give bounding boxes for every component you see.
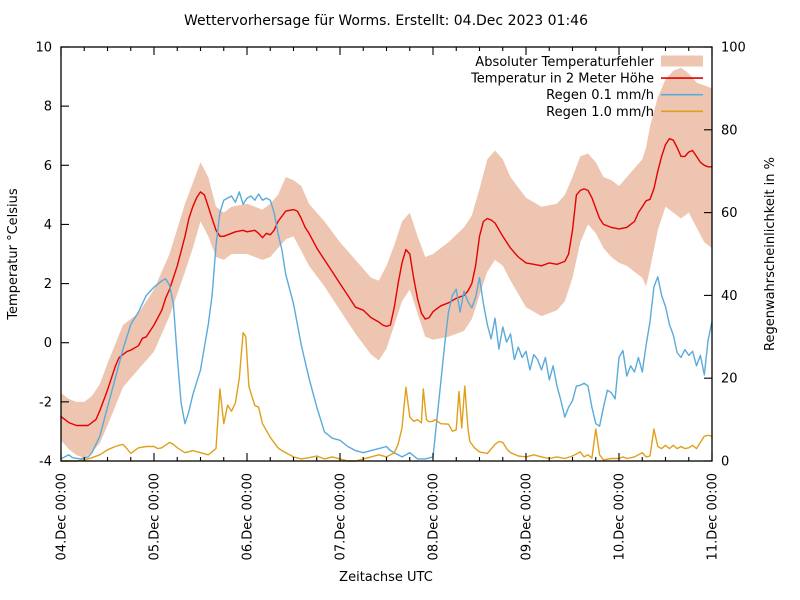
legend-label: Regen 0.1 mm/h [546,88,654,103]
left-axis-tick-label: 4 [44,218,52,233]
legend-label: Regen 1.0 mm/h [546,105,654,120]
legend-item: Absoluter Temperaturfehler [475,55,703,70]
legend-item: Temperatur in 2 Meter Höhe [470,72,703,87]
legend-item: Regen 1.0 mm/h [546,105,703,120]
plot-series [60,67,713,462]
rain-1.0mm-line [60,332,713,462]
left-axis-tick-label: 2 [44,277,52,292]
x-axis-label: Zeitachse UTC [339,570,433,585]
x-axis-tick-label: 07.Dec 00:00 [334,473,349,560]
x-axis-tick-label: 06.Dec 00:00 [241,473,256,560]
x-axis-tick-label: 04.Dec 00:00 [55,473,70,560]
plot-axes: 04.Dec 00:00 05.Dec 00:00 06.Dec 00:00 07.D… [35,41,745,561]
x-axis-tick-label: 09.Dec 00:00 [520,473,535,560]
chart-title: Wettervorhersage für Worms. Erstellt: 04… [184,13,588,29]
right-axis-label: Regenwahrscheinlichkeit in % [763,157,778,351]
left-axis-tick-label: -2 [39,395,52,410]
legend-label: Temperatur in 2 Meter Höhe [470,72,654,87]
right-axis-tick-label: 20 [721,372,738,387]
legend-label: Absoluter Temperaturfehler [475,55,654,70]
left-axis-tick-label: 10 [35,41,52,56]
legend-item: Regen 0.1 mm/h [546,88,703,103]
left-axis-label: Temperatur °Celsius [6,188,21,321]
x-axis-tick-label: 10.Dec 00:00 [613,473,628,560]
rain-0.1mm-line [60,191,713,460]
right-axis-tick-label: 0 [721,455,729,470]
chart-legend: Absoluter Temperaturfehler Temperatur in … [470,55,703,120]
left-axis-tick-label: -4 [39,455,52,470]
right-axis-tick-label: 60 [721,206,738,221]
temperature-error-band [61,67,712,458]
legend-band-swatch [661,55,703,67]
x-axis-tick-label: 11.Dec 00:00 [706,473,721,560]
right-axis-tick-label: 80 [721,123,738,138]
right-axis-tick-label: 100 [721,41,746,56]
left-axis-tick-label: 8 [44,100,52,115]
right-axis-tick-label: 40 [721,289,738,304]
left-axis-tick-label: 6 [44,159,52,174]
x-axis-tick-label: 05.Dec 00:00 [148,473,163,560]
temperature-line [60,137,713,427]
x-axis-tick-label: 08.Dec 00:00 [427,473,442,560]
left-axis-tick-label: 0 [44,336,52,351]
